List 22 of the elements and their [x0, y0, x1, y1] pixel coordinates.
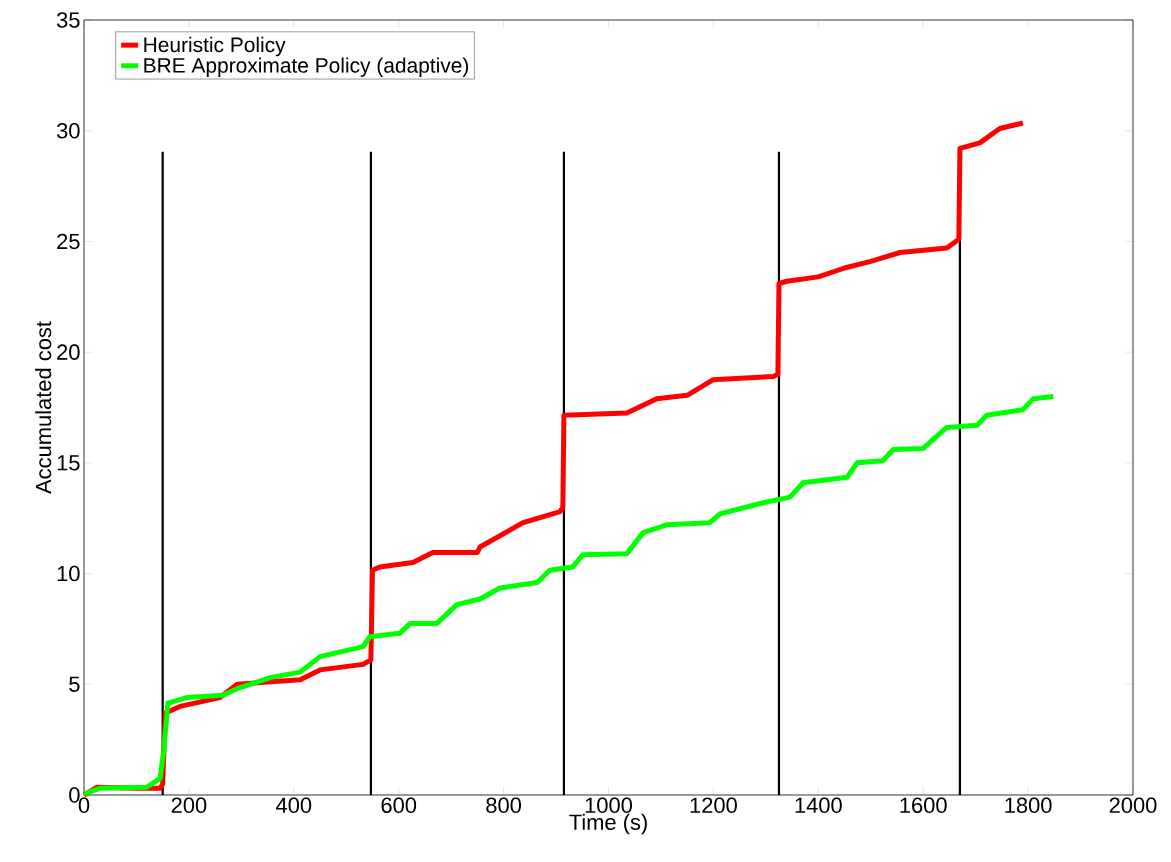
- x-axis-title: Time (s): [569, 813, 647, 835]
- x-tick-label: 200: [171, 797, 207, 814]
- y-tick-label: 5: [69, 676, 80, 692]
- y-tick-label: 15: [57, 455, 80, 471]
- x-tick-label: 800: [486, 797, 522, 814]
- x-tick-label: 600: [381, 797, 417, 814]
- x-tick-label: 1400: [795, 797, 842, 814]
- x-tick-label: 1200: [690, 797, 737, 814]
- y-axis-title: Accumulated cost: [35, 321, 52, 494]
- legend-label: BRE Approximate Policy (adaptive): [144, 57, 469, 77]
- x-tick-label: 400: [276, 797, 312, 814]
- y-tick-label: 30: [56, 122, 80, 139]
- x-tick-label: 1800: [1005, 797, 1052, 814]
- x-tick-label: 1600: [900, 797, 947, 814]
- y-tick-label: 10: [57, 565, 80, 582]
- y-tick-label: 20: [57, 344, 80, 360]
- legend-label: Heuristic Policy: [144, 36, 286, 57]
- y-tick-label: 25: [57, 233, 80, 250]
- x-tick-label: 1000: [585, 797, 633, 814]
- y-tick-label: 0: [69, 787, 80, 803]
- y-tick-label: 35: [56, 12, 80, 28]
- x-tick-label: 2000: [1109, 797, 1157, 814]
